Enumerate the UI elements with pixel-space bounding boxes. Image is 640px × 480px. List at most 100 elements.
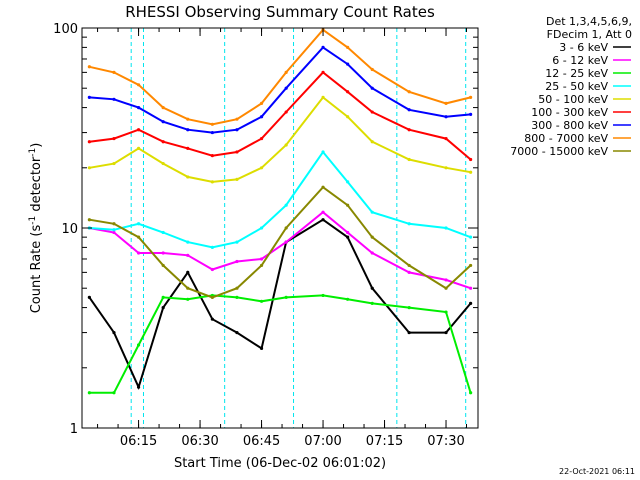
header-line-1: Det 1,3,4,5,6,9, (546, 15, 632, 28)
chart-title: RHESSI Observing Summary Count Rates (125, 3, 435, 21)
data-point (321, 218, 325, 222)
series-line-0 (88, 218, 472, 391)
data-point (469, 286, 473, 290)
data-point (136, 343, 141, 347)
y-tick-label: 10 (61, 222, 78, 237)
data-point (407, 270, 411, 274)
data-point (186, 240, 190, 244)
data-point (112, 161, 116, 166)
data-point (346, 235, 350, 239)
data-point (161, 105, 165, 110)
data-point (321, 210, 325, 214)
x-axis-label: Start Time (06-Dec-02 06:01:02) (174, 456, 386, 471)
data-point (136, 105, 141, 110)
data-point (87, 65, 91, 69)
data-point (87, 140, 91, 144)
data-point (112, 228, 116, 232)
data-point (444, 278, 448, 282)
series-line-3 (89, 150, 471, 249)
data-point (235, 259, 239, 264)
data-point (161, 251, 165, 255)
data-point (346, 45, 350, 49)
data-point (346, 203, 350, 207)
data-point (161, 305, 165, 310)
data-point (346, 90, 350, 94)
data-point (210, 130, 214, 135)
legend-label: 800 - 7000 keV (524, 132, 608, 145)
data-point (469, 157, 473, 162)
data-point (210, 267, 214, 272)
legend-label: 3 - 6 keV (559, 41, 608, 54)
data-point (112, 222, 116, 226)
data-point (469, 391, 473, 395)
data-point (186, 286, 190, 290)
data-point (370, 251, 374, 255)
data-point (407, 108, 411, 112)
data-point (469, 263, 473, 268)
data-point (161, 230, 165, 235)
data-point (210, 295, 214, 299)
data-point (235, 295, 239, 299)
series-line-8 (89, 185, 472, 299)
data-point (370, 140, 374, 144)
data-point (370, 210, 374, 214)
header-line-2: FDecim 1, Att 0 (547, 28, 632, 41)
data-point (407, 305, 411, 310)
data-point (259, 299, 264, 303)
y-axis-label-close: ) (29, 143, 44, 148)
legend-label: 300 - 800 keV (531, 119, 608, 132)
data-point (444, 330, 448, 335)
data-point (469, 301, 473, 305)
data-point (284, 143, 288, 147)
data-point (210, 317, 214, 321)
data-point (235, 150, 239, 154)
data-point (407, 263, 411, 268)
data-point (407, 330, 411, 335)
data-point (259, 257, 264, 261)
legend-label: 50 - 100 keV (538, 93, 608, 106)
data-point (235, 286, 239, 290)
data-point (444, 226, 448, 230)
data-point (370, 301, 374, 305)
data-point (87, 218, 91, 222)
x-tick-label: 06:15 (120, 434, 157, 449)
data-point (259, 101, 264, 105)
x-tick-label: 06:30 (181, 434, 218, 449)
data-point (407, 222, 411, 226)
y-axis-label-main: Count Rate (s (29, 225, 44, 314)
data-point (186, 128, 190, 132)
data-point (112, 70, 116, 74)
data-point (186, 270, 190, 274)
data-point (284, 70, 288, 74)
data-point (259, 226, 264, 230)
data-point (469, 170, 473, 174)
data-point (370, 86, 374, 90)
data-point (346, 62, 350, 66)
y-axis-label-sup2: -1 (28, 148, 38, 157)
data-point (210, 180, 214, 184)
data-point (284, 203, 288, 207)
data-point (321, 45, 325, 49)
data-point (136, 83, 141, 87)
legend-label: 25 - 50 keV (545, 80, 608, 93)
legend-label: 6 - 12 keV (552, 54, 608, 67)
y-axis-label-tail: detector (29, 156, 44, 216)
data-point (210, 154, 214, 158)
data-point (161, 120, 165, 124)
data-point (161, 295, 165, 299)
data-point (444, 286, 448, 290)
series-line-2 (89, 294, 472, 394)
data-point (186, 297, 190, 301)
data-point (136, 146, 141, 151)
data-point (259, 115, 264, 119)
data-point (444, 136, 448, 141)
data-point (136, 222, 141, 226)
data-point (346, 297, 350, 301)
data-point (186, 117, 190, 121)
data-point (469, 112, 473, 116)
data-point (321, 185, 325, 189)
data-point (136, 251, 141, 255)
footer-stamp: 22-Oct-2021 06:11 (559, 467, 635, 476)
data-point (370, 235, 374, 239)
x-tick-label: 07:15 (366, 434, 403, 449)
